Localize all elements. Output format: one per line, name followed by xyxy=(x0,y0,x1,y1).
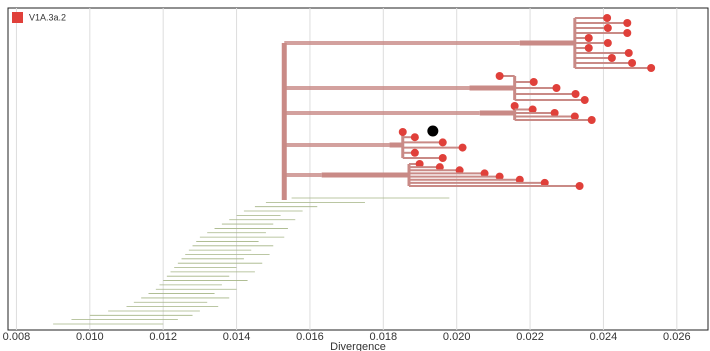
tip xyxy=(623,19,632,27)
plot-frame xyxy=(7,7,709,331)
x-tick-label: 0.024 xyxy=(590,331,618,343)
x-tick-label: 0.026 xyxy=(663,331,691,343)
tip xyxy=(540,178,549,187)
tip xyxy=(495,172,504,181)
x-tick-label: 0.022 xyxy=(516,331,544,343)
tip xyxy=(480,169,489,178)
x-tick-label: 0.016 xyxy=(296,331,324,343)
tip xyxy=(510,102,519,110)
tip xyxy=(529,78,538,86)
x-tick-label: 0.014 xyxy=(223,331,251,343)
tip xyxy=(570,112,579,121)
legend-label[interactable]: V1A.3a.2 xyxy=(29,12,66,22)
tip xyxy=(458,143,467,152)
tip xyxy=(550,109,559,117)
tip xyxy=(398,128,407,136)
tip xyxy=(587,116,596,124)
tip xyxy=(415,160,424,168)
x-tick-label: 0.008 xyxy=(3,331,31,343)
legend-swatch[interactable] xyxy=(12,12,23,23)
tip xyxy=(580,96,589,104)
grid xyxy=(15,8,678,330)
tip xyxy=(575,182,584,190)
x-tick-label: 0.020 xyxy=(443,331,471,343)
tip xyxy=(455,166,464,175)
selected-node xyxy=(427,125,439,137)
tip xyxy=(552,84,561,92)
tip xyxy=(515,175,524,184)
tip xyxy=(410,133,419,142)
tip xyxy=(435,163,444,172)
tip xyxy=(603,39,612,47)
tip xyxy=(624,49,633,57)
tip xyxy=(628,59,637,67)
tip xyxy=(528,105,537,114)
tip xyxy=(584,44,593,52)
tip xyxy=(584,34,593,42)
tip xyxy=(607,54,616,62)
tip xyxy=(603,14,612,22)
tip xyxy=(438,138,447,147)
tree xyxy=(53,14,656,325)
tip xyxy=(647,64,656,72)
tip xyxy=(571,90,580,98)
tip xyxy=(603,24,612,32)
x-tick-label: 0.010 xyxy=(76,331,104,343)
tip xyxy=(410,148,419,157)
x-tick-label: 0.012 xyxy=(149,331,177,343)
tip xyxy=(623,29,632,37)
tip xyxy=(495,72,504,80)
x-axis-label: Divergence xyxy=(330,341,386,351)
x-tick-label: 0.018 xyxy=(370,331,398,343)
tip xyxy=(438,154,447,162)
